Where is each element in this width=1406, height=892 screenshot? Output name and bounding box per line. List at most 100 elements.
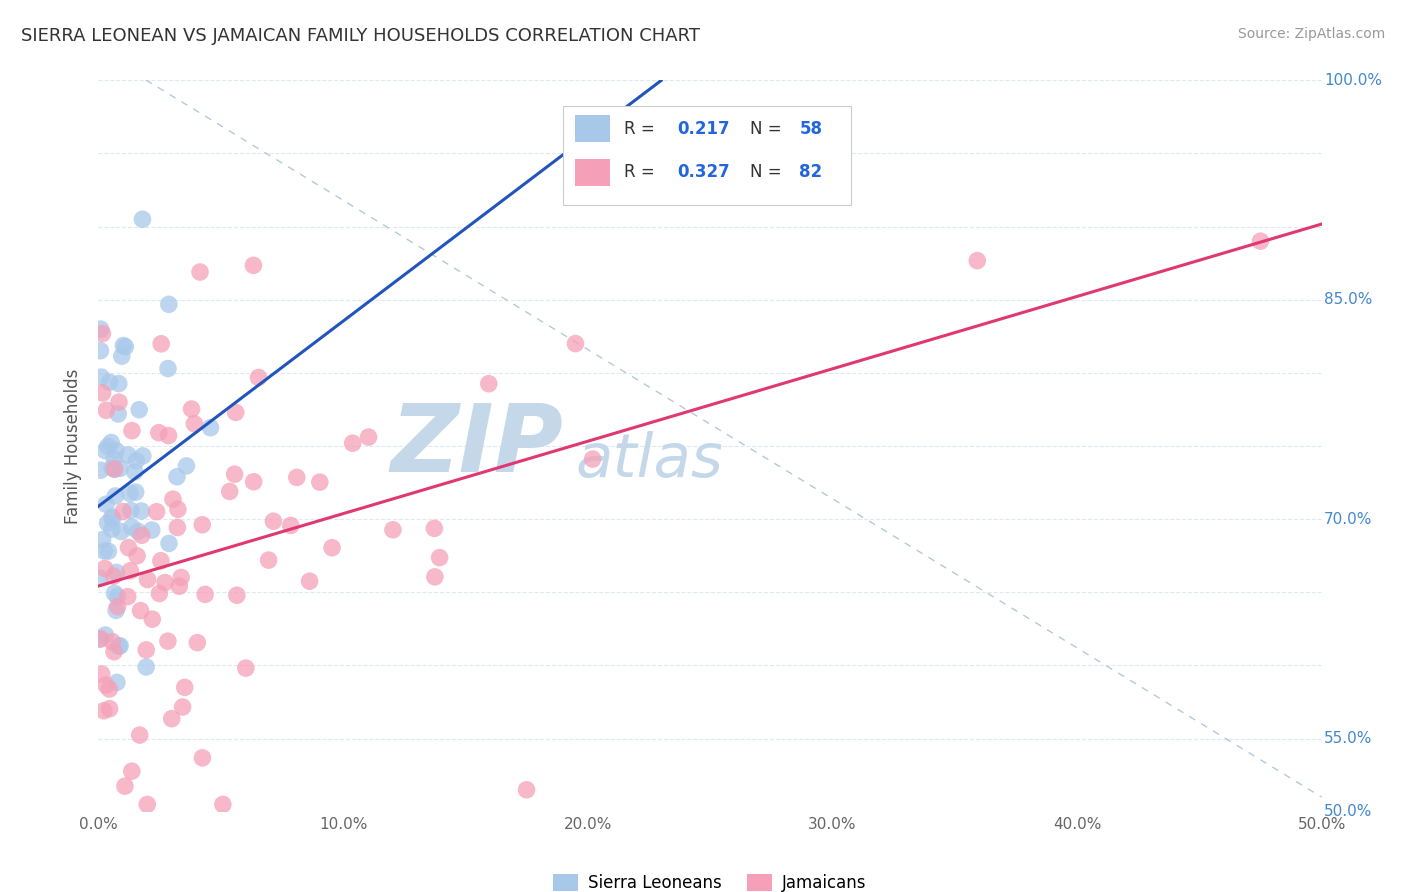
Point <box>94 443 117 458</box>
Point <box>157 428 180 442</box>
Point <box>117 590 139 604</box>
Point <box>94 678 117 692</box>
Text: N =: N = <box>751 120 787 137</box>
Text: R =: R = <box>624 120 661 137</box>
Point <box>225 405 247 419</box>
Point <box>91 533 114 547</box>
Point <box>112 505 135 519</box>
Point <box>108 639 131 653</box>
Point <box>118 486 141 500</box>
Point <box>141 523 163 537</box>
Point <box>90 322 112 336</box>
Text: 58: 58 <box>800 120 823 137</box>
Point <box>107 590 129 604</box>
Point <box>101 634 124 648</box>
Point <box>188 265 211 279</box>
Point <box>582 452 605 467</box>
Point <box>110 524 132 539</box>
Point <box>125 454 148 468</box>
Point <box>357 430 380 444</box>
Point <box>112 338 135 352</box>
Point <box>101 510 124 524</box>
Text: 55.0%: 55.0% <box>1324 731 1372 746</box>
Point <box>148 586 170 600</box>
Point <box>90 463 112 477</box>
Text: 0.217: 0.217 <box>678 120 730 137</box>
Point <box>136 573 159 587</box>
Text: 50.0%: 50.0% <box>1324 805 1372 819</box>
Point <box>108 395 131 409</box>
Point <box>114 340 136 354</box>
Point <box>225 588 247 602</box>
Point <box>381 523 404 537</box>
Point <box>212 797 235 812</box>
Point <box>156 361 179 376</box>
Text: 0.327: 0.327 <box>678 163 730 181</box>
Point <box>342 436 364 450</box>
Point <box>103 569 125 583</box>
Point <box>167 502 190 516</box>
Point <box>107 599 129 614</box>
Point <box>93 704 115 718</box>
Point <box>108 461 131 475</box>
Text: 100.0%: 100.0% <box>1324 73 1382 87</box>
Point <box>103 451 125 466</box>
Point <box>91 386 114 401</box>
Point <box>131 504 153 518</box>
Point <box>172 700 194 714</box>
Point <box>200 420 222 434</box>
Point <box>162 492 184 507</box>
Point <box>101 512 124 526</box>
Point <box>148 425 170 440</box>
Point <box>242 475 264 489</box>
Point <box>257 553 280 567</box>
Point <box>97 439 120 453</box>
Point <box>166 469 188 483</box>
Point <box>966 253 988 268</box>
Point <box>125 485 148 500</box>
Point <box>105 566 128 580</box>
Point <box>104 489 127 503</box>
Text: SIERRA LEONEAN VS JAMAICAN FAMILY HOUSEHOLDS CORRELATION CHART: SIERRA LEONEAN VS JAMAICAN FAMILY HOUSEH… <box>21 27 700 45</box>
Point <box>136 797 159 812</box>
Point <box>98 681 121 696</box>
Point <box>128 728 150 742</box>
Point <box>108 639 131 653</box>
Point <box>129 604 152 618</box>
Point <box>90 370 112 384</box>
Point <box>100 435 122 450</box>
Point <box>105 443 128 458</box>
Point <box>131 528 153 542</box>
Point <box>94 561 117 575</box>
Point <box>90 632 112 646</box>
Point <box>308 475 330 490</box>
Point <box>135 643 157 657</box>
Point <box>114 779 136 793</box>
Point <box>183 417 205 431</box>
Point <box>157 297 180 311</box>
Point <box>93 544 115 558</box>
Text: 70.0%: 70.0% <box>1324 512 1372 526</box>
Point <box>166 520 188 534</box>
Text: atlas: atlas <box>575 431 723 490</box>
Point <box>91 326 114 341</box>
Point <box>170 570 193 584</box>
Point <box>127 549 149 563</box>
Point <box>120 503 142 517</box>
Point <box>104 462 127 476</box>
Point <box>94 628 117 642</box>
Point <box>121 424 143 438</box>
Point <box>105 603 128 617</box>
FancyBboxPatch shape <box>575 159 610 186</box>
Point <box>478 376 501 391</box>
Point <box>1249 234 1271 248</box>
Point <box>132 449 155 463</box>
Point <box>103 645 125 659</box>
Point <box>157 536 180 550</box>
Point <box>107 376 129 391</box>
Point <box>160 712 183 726</box>
Point <box>103 462 125 476</box>
Point <box>191 751 214 765</box>
Point <box>218 484 240 499</box>
Point <box>429 550 451 565</box>
